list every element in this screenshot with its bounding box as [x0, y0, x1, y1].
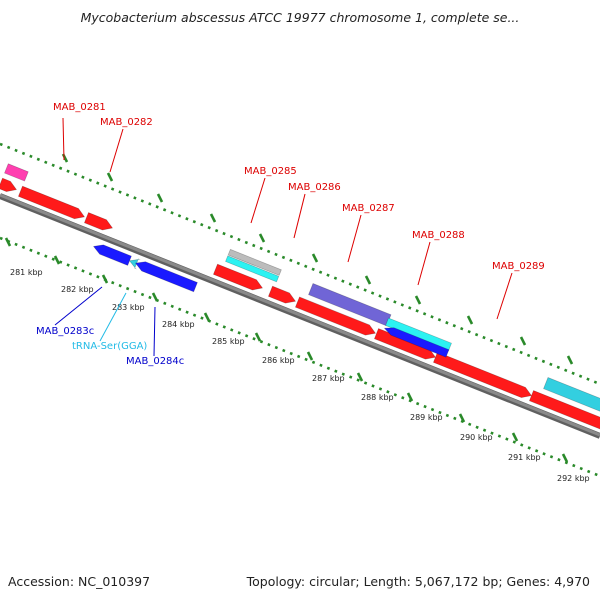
inner-ruler-tick	[4, 237, 12, 247]
outer-ruler-tick	[566, 355, 574, 365]
ruler-label: 286 kbp	[262, 356, 295, 365]
outer-ruler-tick	[156, 193, 164, 203]
gene-block	[4, 163, 29, 182]
gene-block	[227, 248, 282, 276]
gene-block	[543, 377, 600, 412]
inner-ruler-tick	[458, 413, 466, 423]
gene-block	[134, 261, 198, 293]
inner-ruler	[0, 236, 600, 478]
outer-ruler-tick	[258, 233, 266, 243]
gene-label: tRNA-Ser(GGA)	[72, 341, 147, 352]
inner-ruler-tick	[151, 292, 159, 302]
ruler-label: 288 kbp	[361, 393, 394, 402]
gene-label: MAB_0283c	[36, 326, 94, 337]
outer-ruler	[0, 142, 600, 386]
gene-leader-line	[62, 117, 65, 161]
rna-feature	[225, 255, 280, 283]
gene-block	[294, 296, 377, 336]
gene-block	[212, 263, 264, 291]
chromosome-backbone-highlight	[0, 193, 600, 437]
ruler-label: 281 kbp	[10, 268, 43, 277]
inner-ruler-tick	[306, 351, 314, 361]
ruler-label: 290 kbp	[460, 433, 493, 442]
gene-label: MAB_0289	[492, 261, 545, 272]
gene-label: MAB_0284c	[126, 356, 184, 367]
outer-ruler-tick	[364, 275, 372, 285]
outer-ruler-tick	[414, 295, 422, 305]
gene-label: MAB_0285	[244, 166, 297, 177]
gene-leader-line	[347, 214, 362, 263]
rna-feature	[128, 258, 141, 270]
inner-ruler-tick	[101, 274, 109, 284]
gene-leader-line	[293, 193, 306, 239]
ruler-label: 292 kbp	[557, 474, 590, 483]
inner-ruler-tick	[356, 372, 364, 382]
gene-block	[83, 212, 114, 231]
ruler-label: 282 kbp	[61, 285, 94, 294]
gene-leader-line	[496, 272, 513, 320]
inner-ruler-tick	[561, 453, 569, 463]
gene-leader-line	[417, 241, 431, 286]
gene-block	[528, 390, 600, 430]
ruler-label: 285 kbp	[212, 337, 245, 346]
accession-text: Accession: NC_010397	[8, 574, 151, 589]
outer-ruler-tick	[466, 315, 474, 325]
gene-label: MAB_0281	[53, 102, 106, 113]
gene-block	[383, 327, 450, 358]
gene-leader-line	[109, 128, 124, 173]
gene-label: MAB_0288	[412, 230, 465, 241]
map-title: Mycobacterium abscessus ATCC 19977 chrom…	[80, 10, 520, 25]
inner-ruler-tick	[203, 312, 211, 322]
ruler-label: 287 kbp	[312, 374, 345, 383]
gene-label: MAB_0287	[342, 203, 395, 214]
gene-block	[432, 351, 533, 398]
gene-block	[17, 185, 86, 220]
inner-ruler-tick	[53, 255, 61, 265]
ruler-label: 289 kbp	[410, 413, 443, 422]
ruler-label: 283 kbp	[112, 303, 145, 312]
gene-leader-line	[54, 286, 103, 326]
outer-ruler-tick	[106, 172, 114, 182]
gene-leader-line	[250, 177, 266, 224]
inner-ruler-tick	[511, 432, 519, 442]
gene-leader-line	[99, 292, 127, 342]
outer-ruler-tick	[519, 336, 527, 346]
gene-block	[0, 177, 18, 192]
outer-ruler-tick	[311, 253, 319, 263]
gene-label: MAB_0282	[100, 117, 153, 128]
topology-summary: Topology: circular; Length: 5,067,172 bp…	[246, 574, 590, 589]
outer-ruler-tick	[209, 213, 217, 223]
gene-block	[267, 285, 297, 304]
ruler-label: 284 kbp	[162, 320, 195, 329]
gene-block	[92, 244, 132, 266]
gene-leader-line	[153, 306, 156, 357]
inner-ruler-tick	[254, 332, 262, 342]
ruler-label: 291 kbp	[508, 453, 541, 462]
inner-ruler-tick	[406, 392, 414, 402]
gene-label: MAB_0286	[288, 182, 341, 193]
